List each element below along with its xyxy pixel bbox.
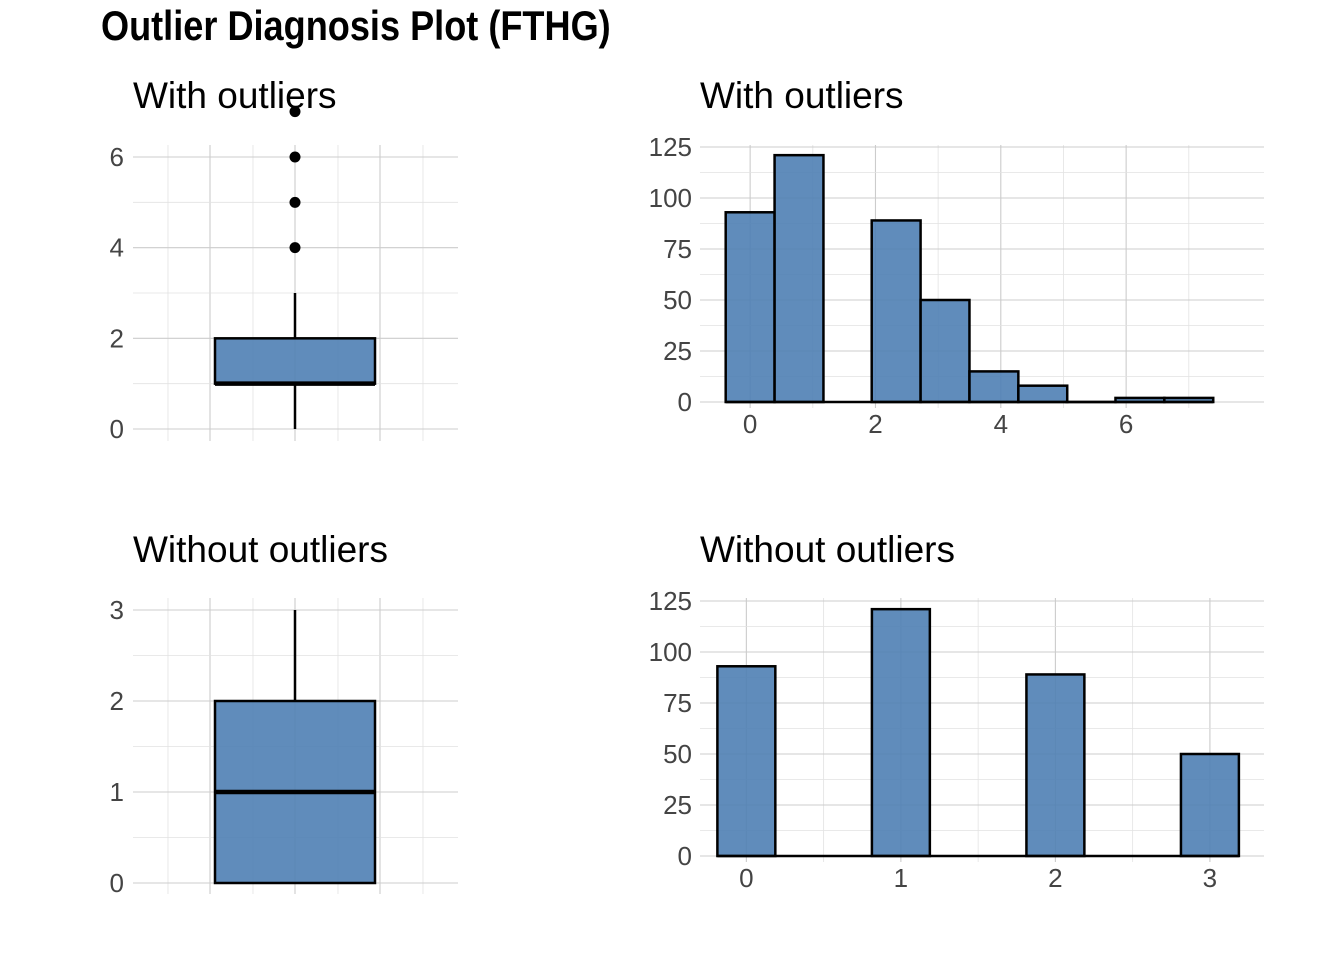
panel-title: With outliers xyxy=(133,75,337,116)
y-tick-label: 100 xyxy=(649,183,692,213)
y-tick-label: 125 xyxy=(649,132,692,162)
y-tick-label: 100 xyxy=(649,637,692,667)
y-tick-label: 50 xyxy=(663,285,692,315)
histogram-bar xyxy=(1025,673,1086,858)
histogram-bar xyxy=(773,153,825,404)
histogram-bar xyxy=(1179,752,1241,858)
y-tick-label: 25 xyxy=(663,790,692,820)
y-tick-label: 125 xyxy=(649,586,692,616)
histogram-panel: 0 25 50 75 100 125 0 2 4 6 With outliers xyxy=(649,75,1264,439)
histogram-bar xyxy=(919,298,971,404)
y-tick-label: 75 xyxy=(663,234,692,264)
outlier-point xyxy=(289,196,301,208)
boxplot-panel: 0 1 2 3 Without outliers xyxy=(110,529,458,898)
y-tick-label: 0 xyxy=(110,868,124,898)
y-tick-label: 6 xyxy=(110,142,124,172)
panel-title: Without outliers xyxy=(133,529,388,570)
panel-title: Without outliers xyxy=(700,529,955,570)
y-tick-label: 1 xyxy=(110,777,124,807)
x-tick-label: 3 xyxy=(1203,863,1217,893)
histogram-panel: 0 25 50 75 100 125 0 1 2 3 Without outliers xyxy=(649,529,1264,893)
y-tick-label: 4 xyxy=(110,233,124,263)
outlier-point xyxy=(289,151,301,163)
y-tick-label: 2 xyxy=(110,323,124,353)
page-title: Outlier Diagnosis Plot (FTHG) xyxy=(101,2,611,49)
y-tick-label: 0 xyxy=(678,841,692,871)
x-tick-label: 0 xyxy=(739,863,753,893)
y-tick-label: 0 xyxy=(678,387,692,417)
y-tick-label: 50 xyxy=(663,739,692,769)
x-tick-label: 0 xyxy=(743,409,757,439)
histogram-bar xyxy=(870,219,922,404)
x-tick-label: 2 xyxy=(1048,863,1062,893)
box-iqr xyxy=(213,337,377,385)
panel-title: With outliers xyxy=(700,75,904,116)
x-tick-label: 6 xyxy=(1119,409,1133,439)
histogram-bar xyxy=(1017,384,1069,404)
histogram-bar xyxy=(724,211,776,404)
outlier-point xyxy=(289,242,301,254)
y-tick-label: 25 xyxy=(663,336,692,366)
histogram-bar xyxy=(968,370,1020,404)
boxplot-panel: 0 2 4 6 With outliers xyxy=(110,75,458,444)
x-tick-label: 1 xyxy=(894,863,908,893)
y-tick-label: 3 xyxy=(110,595,124,625)
outlier-point xyxy=(289,106,301,118)
y-tick-label: 2 xyxy=(110,686,124,716)
x-tick-label: 4 xyxy=(994,409,1008,439)
y-tick-label: 0 xyxy=(110,414,124,444)
histogram-bar xyxy=(716,665,777,858)
histogram-bar xyxy=(870,607,932,858)
x-tick-label: 2 xyxy=(868,409,882,439)
y-tick-label: 75 xyxy=(663,688,692,718)
